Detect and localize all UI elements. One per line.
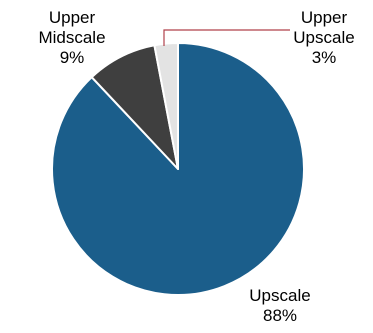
pie-slice-upper-upscale: [153, 42, 179, 170]
slice-value-label: 3%: [311, 48, 337, 67]
slice-label-line: Upper: [48, 8, 96, 27]
slice-value-label: 9%: [59, 48, 85, 67]
leader-line-upper-upscale: [163, 29, 290, 46]
slice-label-upscale: Upscale 88%: [232, 286, 328, 326]
slice-label-line: Upper: [300, 8, 348, 27]
pie-slice-upscale: [51, 42, 305, 296]
slice-label-line: Midscale: [38, 28, 106, 47]
slice-value-label: 88%: [262, 306, 298, 325]
pie-slices: [51, 42, 305, 296]
slice-label-upper-midscale: Upper Midscale 9%: [18, 8, 126, 68]
slice-label-line: Upscale: [249, 286, 311, 305]
slice-label-line: Upscale: [293, 28, 355, 47]
slice-label-upper-upscale: Upper Upscale 3%: [279, 8, 369, 68]
